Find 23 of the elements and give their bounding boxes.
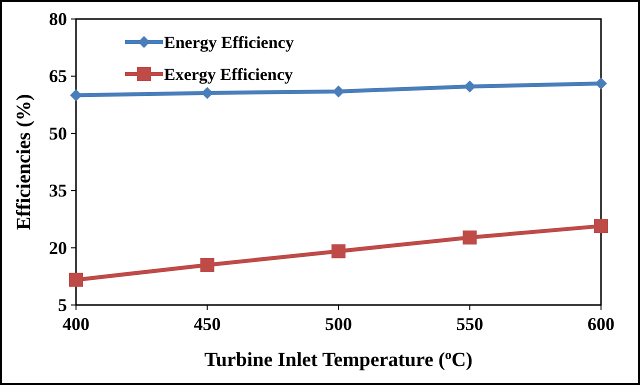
x-axis-title: Turbine Inlet Temperature ($^{o}$C) [204, 346, 473, 371]
legend-label: Exergy Efficiency [164, 65, 294, 84]
point [70, 89, 82, 102]
point [462, 230, 477, 245]
point [332, 85, 344, 98]
x-tick-label: 550 [456, 314, 484, 334]
point [594, 219, 608, 234]
y-tick-label: 50 [49, 123, 67, 144]
point [595, 77, 607, 90]
x-tick-label: 450 [194, 314, 221, 334]
y-tick-label: 80 [49, 9, 67, 29]
legend-label: Energy Efficiency [164, 33, 294, 52]
y-tick-label: 35 [49, 180, 67, 201]
y-axis-title: Efficiencies (%) [13, 94, 35, 230]
x-tick-label: 400 [62, 314, 90, 334]
point [200, 258, 214, 272]
point [69, 272, 83, 287]
y-tick-label: 65 [49, 66, 67, 86]
y-tick-label: 20 [49, 238, 67, 258]
point [332, 244, 346, 258]
y-tick-label: 5 [58, 295, 67, 315]
x-tick-label: 500 [325, 314, 352, 334]
x-tick-label: 600 [588, 314, 614, 334]
